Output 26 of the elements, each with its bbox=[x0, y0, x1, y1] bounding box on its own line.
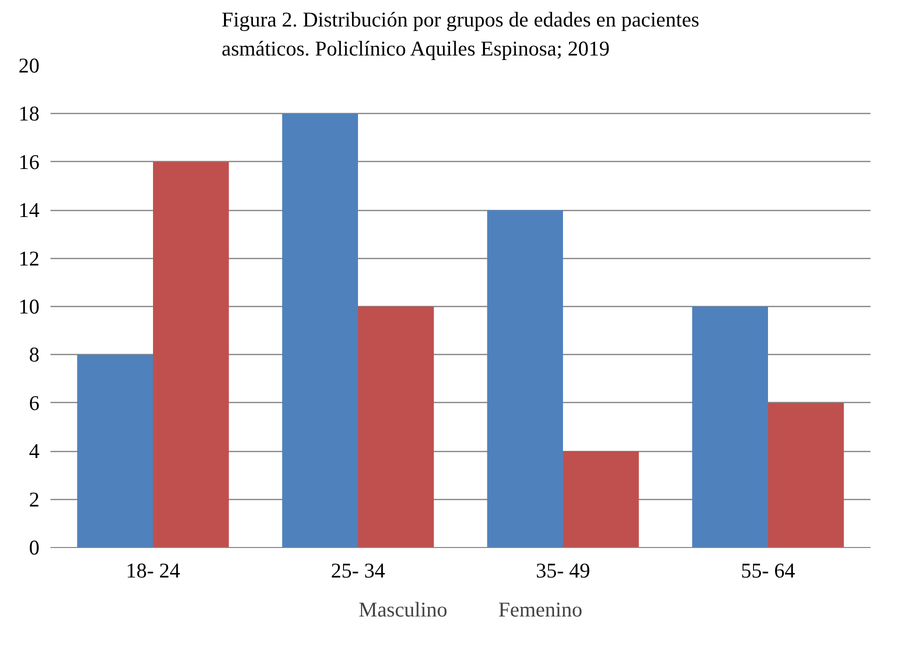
y-tick-label: 8 bbox=[29, 342, 40, 367]
y-tick-label: 14 bbox=[18, 198, 40, 222]
y-tick-label: 4 bbox=[29, 439, 40, 464]
chart-title: Figura 2. Distribución por grupos de edades en pacientes asmáticos. Policlínico Aquiles Espinosa; 2019 bbox=[222, 8, 700, 60]
y-tick-label: 20 bbox=[18, 54, 40, 78]
x-tick-label: 55- 64 bbox=[740, 558, 796, 582]
y-tick-label: 10 bbox=[18, 294, 40, 318]
bar bbox=[282, 114, 358, 548]
bar bbox=[768, 402, 844, 548]
bar bbox=[153, 162, 229, 548]
x-tick-label: 35- 49 bbox=[536, 558, 590, 582]
x-tick-label: 18- 24 bbox=[126, 558, 181, 582]
y-tick-label: 16 bbox=[18, 150, 40, 174]
text: Femenino bbox=[498, 598, 582, 622]
x-tick-label: 25- 34 bbox=[330, 558, 386, 582]
y-tick-label: 6 bbox=[29, 390, 40, 415]
y-tick-label: 18 bbox=[18, 102, 40, 126]
bar bbox=[487, 210, 563, 548]
y-tick-label: 12 bbox=[18, 246, 40, 270]
y-tick-label: 0 bbox=[29, 536, 40, 560]
bar bbox=[358, 306, 434, 548]
bar bbox=[563, 451, 639, 548]
bar bbox=[692, 306, 768, 548]
y-tick-label: 2 bbox=[29, 487, 40, 512]
bar bbox=[77, 354, 153, 548]
text: Masculino bbox=[358, 598, 448, 622]
